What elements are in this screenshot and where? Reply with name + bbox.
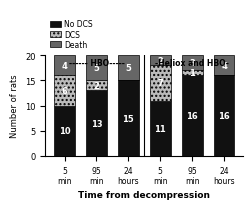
Bar bbox=[86, 56, 106, 81]
Text: 1: 1 bbox=[188, 69, 194, 78]
Text: 2: 2 bbox=[93, 82, 99, 90]
Y-axis label: Number of rats: Number of rats bbox=[10, 74, 19, 138]
Bar bbox=[86, 91, 106, 156]
Legend: No DCS, DCS, Death: No DCS, DCS, Death bbox=[49, 20, 93, 50]
Text: 10: 10 bbox=[58, 127, 70, 135]
Bar bbox=[86, 81, 106, 91]
Text: 5: 5 bbox=[125, 64, 131, 73]
Bar bbox=[213, 56, 234, 76]
Text: ------ HBO-----: ------ HBO----- bbox=[68, 59, 124, 67]
Bar bbox=[181, 76, 202, 156]
Bar bbox=[149, 101, 170, 156]
Text: -Heliox and HBO-: -Heliox and HBO- bbox=[155, 59, 228, 67]
Bar bbox=[54, 56, 75, 76]
Text: 4: 4 bbox=[62, 62, 67, 70]
Text: 3: 3 bbox=[188, 59, 194, 68]
Bar bbox=[213, 76, 234, 156]
Text: 5: 5 bbox=[93, 64, 99, 73]
Text: 13: 13 bbox=[90, 119, 102, 128]
Text: 11: 11 bbox=[154, 124, 166, 133]
Bar bbox=[181, 56, 202, 71]
Text: 16: 16 bbox=[186, 112, 197, 120]
Bar bbox=[118, 81, 138, 156]
Bar bbox=[181, 71, 202, 76]
Bar bbox=[149, 56, 170, 66]
Bar bbox=[54, 76, 75, 106]
Text: 2: 2 bbox=[157, 57, 162, 65]
Text: 15: 15 bbox=[122, 114, 134, 123]
Bar bbox=[54, 106, 75, 156]
Text: 4: 4 bbox=[220, 62, 226, 70]
Text: 16: 16 bbox=[217, 112, 229, 120]
Bar bbox=[149, 66, 170, 101]
Bar bbox=[118, 56, 138, 81]
Text: 7: 7 bbox=[157, 79, 162, 88]
Text: 6: 6 bbox=[62, 87, 67, 95]
X-axis label: Time from decompression: Time from decompression bbox=[78, 191, 210, 199]
